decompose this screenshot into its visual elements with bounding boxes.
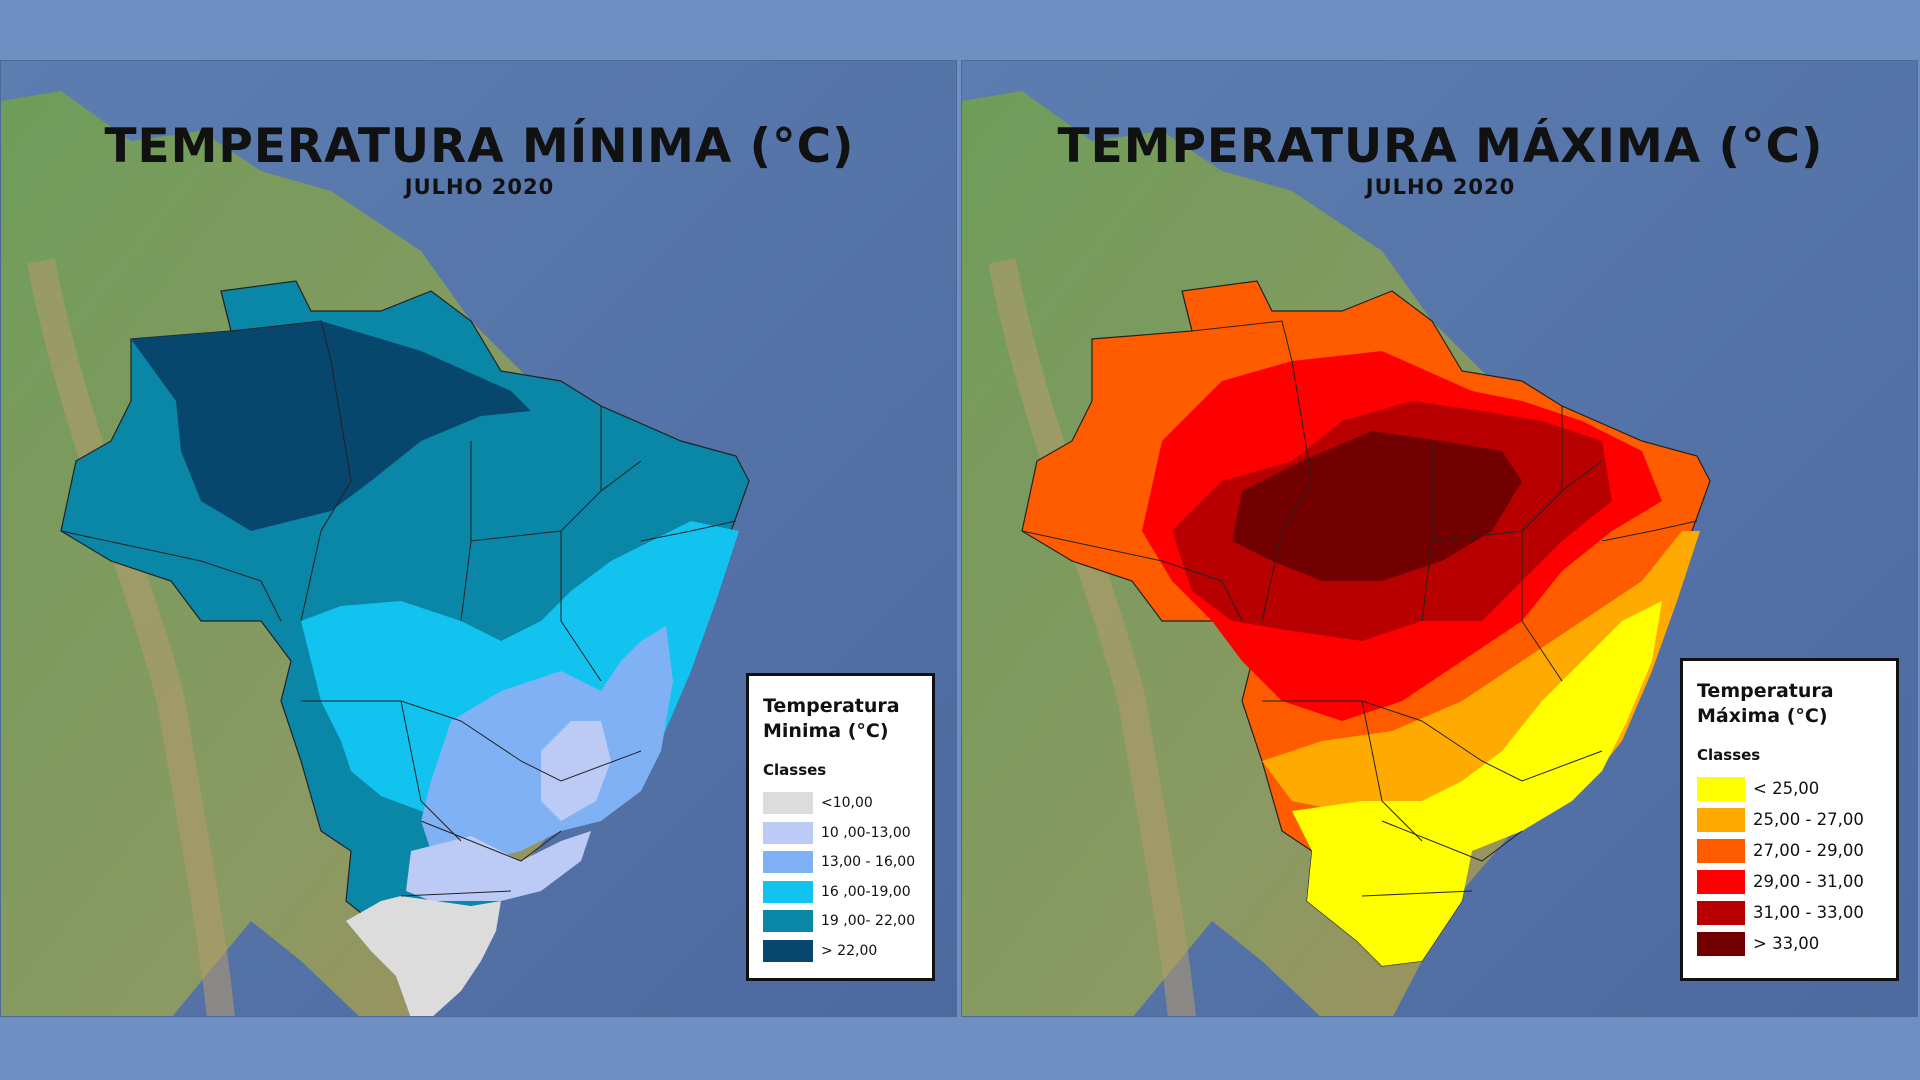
legend-item: 27,00 - 29,00 [1697, 835, 1882, 866]
legend-swatch [763, 910, 813, 933]
brazil-region-below-25 [1292, 601, 1662, 966]
brazil-region-above-33 [1232, 431, 1522, 581]
brazil-region-13-16 [421, 626, 673, 861]
brazil-region-10-13 [406, 831, 591, 901]
map-title: TEMPERATURA MÍNIMA (°C) [104, 119, 855, 174]
map-subtitle: JULHO 2020 [1365, 175, 1516, 199]
max-temperature-map-panel: TEMPERATURA MÁXIMA (°C) JULHO 2020 Tempe… [961, 60, 1918, 1017]
legend-title-line1: Temperatura [1697, 680, 1834, 702]
legend-item-label: > 22,00 [821, 942, 878, 959]
legend-swatch [763, 880, 813, 903]
legend-item-label: 10 ,00-13,00 [821, 824, 911, 841]
state-borders [1021, 290, 1698, 897]
legend-item-label: 31,00 - 33,00 [1753, 903, 1864, 923]
legend-classes-label: Classes [1697, 746, 1761, 765]
legend-item: 10 ,00-13,00 [763, 818, 918, 848]
min-temperature-map-panel: TEMPERATURA MÍNIMA (°C) JULHO 2020 Tempe… [0, 60, 957, 1017]
legend-item-label: 29,00 - 31,00 [1753, 872, 1864, 892]
legend-item-label: < 25,00 [1753, 779, 1820, 799]
legend-title-line2: Máxima (°C) [1697, 704, 1828, 727]
legend-swatch [763, 821, 813, 844]
legend-title-line1: Temperatura [763, 695, 900, 717]
legend-title: Temperatura Máxima (°C) [1697, 679, 1882, 728]
legend-item: > 22,00 [763, 936, 918, 966]
map-legend: Temperatura Máxima (°C) Classes < 25,00 … [1680, 658, 1899, 981]
andes-ridge [988, 258, 1196, 1016]
legend-title-line2: Minima (°C) [763, 719, 889, 742]
legend-swatch [1697, 900, 1745, 925]
legend-item: < 25,00 [1697, 773, 1882, 804]
legend-item-label: 27,00 - 29,00 [1753, 841, 1864, 861]
brazil-region-below-10 [346, 896, 501, 1016]
legend-swatch [763, 792, 813, 815]
legend-item: 25,00 - 27,00 [1697, 804, 1882, 835]
legend-swatch [1697, 931, 1745, 956]
brazil-region-above-22 [131, 321, 531, 531]
legend-swatch [1697, 807, 1745, 832]
legend-item-label: 13,00 - 16,00 [821, 854, 916, 871]
legend-swatch [763, 851, 813, 874]
legend-item: > 33,00 [1697, 928, 1882, 959]
legend-swatch [1697, 776, 1745, 801]
map-title: TEMPERATURA MÁXIMA (°C) [1057, 119, 1824, 174]
max-temperature-map [962, 61, 1917, 1016]
legend-item-label: <10,00 [821, 795, 873, 812]
legend-swatch [1697, 869, 1745, 894]
brazil-region-10-13-b [541, 721, 611, 821]
map-legend: Temperatura Minima (°C) Classes <10,00 1… [746, 673, 935, 981]
map-subtitle: JULHO 2020 [404, 175, 555, 199]
legend-item: 19 ,00- 22,00 [763, 906, 918, 936]
min-temperature-map [1, 61, 956, 1016]
legend-item: 13,00 - 16,00 [763, 847, 918, 877]
legend-item-label: 19 ,00- 22,00 [821, 913, 916, 930]
legend-item-label: > 33,00 [1753, 934, 1820, 954]
legend-title: Temperatura Minima (°C) [763, 694, 918, 743]
legend-swatch [1697, 838, 1745, 863]
legend-item: 29,00 - 31,00 [1697, 866, 1882, 897]
legend-item-label: 25,00 - 27,00 [1753, 810, 1864, 830]
andes-ridge [27, 258, 235, 1016]
state-borders [60, 290, 737, 897]
legend-item-label: 16 ,00-19,00 [821, 883, 911, 900]
legend-item: 31,00 - 33,00 [1697, 897, 1882, 928]
legend-item: 16 ,00-19,00 [763, 877, 918, 907]
legend-classes-label: Classes [763, 761, 827, 780]
legend-swatch [763, 939, 813, 962]
legend-item: <10,00 [763, 788, 918, 818]
